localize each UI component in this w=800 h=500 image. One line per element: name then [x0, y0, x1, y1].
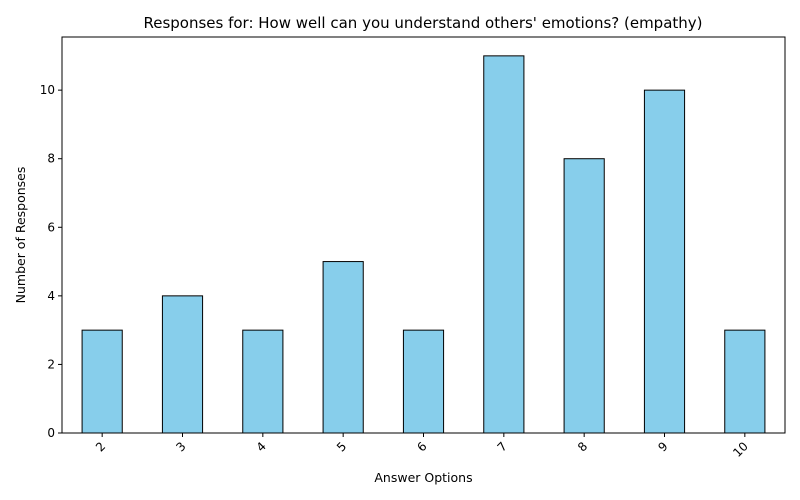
- y-tick-label: 10: [40, 83, 55, 97]
- y-tick-label: 2: [47, 357, 55, 371]
- x-tick-label: 6: [414, 439, 429, 454]
- x-axis: 2 3 4 5 6 7 8 9 10: [93, 433, 751, 460]
- chart-title: Responses for: How well can you understa…: [143, 14, 702, 32]
- x-tick-label: 5: [334, 439, 349, 454]
- x-axis-label: Answer Options: [374, 470, 472, 485]
- bar-9: [643, 89, 686, 434]
- y-axis-label: Number of Responses: [13, 167, 28, 304]
- bar-8: [563, 158, 605, 434]
- bar-7: [483, 55, 525, 434]
- bar-5: [322, 261, 364, 434]
- bar-2: [81, 329, 123, 434]
- bars-group: [81, 55, 766, 434]
- bar-6: [402, 329, 445, 434]
- x-tick-label: 4: [254, 439, 269, 454]
- y-tick-label: 4: [47, 289, 55, 303]
- x-tick-label: 3: [173, 439, 188, 454]
- plot-frame: [61, 36, 786, 434]
- bar-10: [724, 329, 766, 434]
- bar-3: [161, 295, 204, 434]
- x-tick-label: 10: [730, 439, 751, 460]
- y-tick-label: 6: [47, 220, 55, 234]
- x-tick-label: 2: [93, 439, 108, 454]
- x-tick-label: 7: [495, 439, 510, 454]
- y-tick-label: 8: [47, 152, 55, 166]
- y-axis: 0 2 4 6 8 10: [40, 83, 62, 440]
- y-tick-label: 0: [47, 426, 55, 440]
- bar-4: [242, 329, 284, 434]
- x-tick-label: 9: [655, 439, 670, 454]
- x-tick-label: 8: [575, 439, 590, 454]
